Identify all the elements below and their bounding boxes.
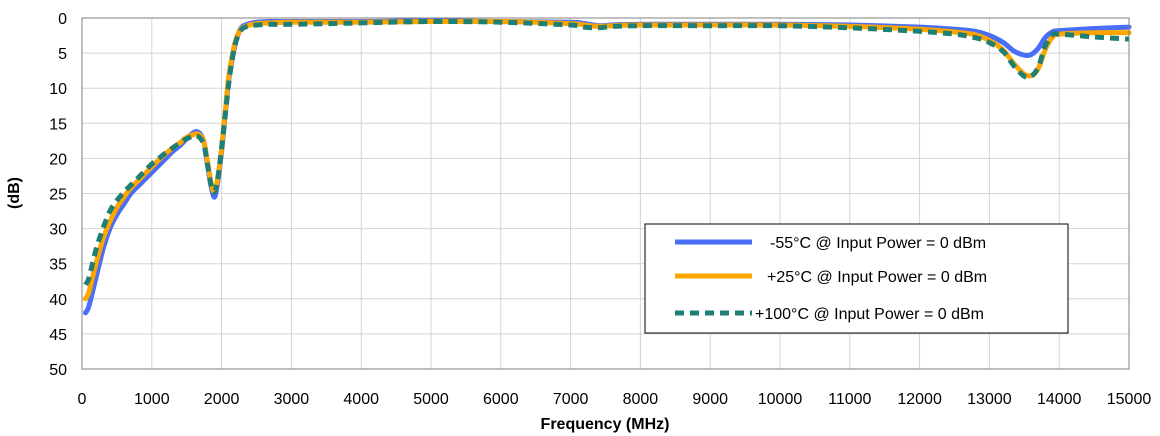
y-tick-label: 45 — [49, 327, 67, 344]
x-tick-label: 4000 — [343, 391, 379, 408]
y-tick-label: 20 — [49, 151, 67, 168]
y-tick-label: 5 — [58, 46, 67, 63]
legend-label-series-3: +100°C @ Input Power = 0 dBm — [755, 306, 984, 323]
x-tick-label: 15000 — [1107, 391, 1152, 408]
x-tick-label: 14000 — [1037, 391, 1082, 408]
legend-label-series-2: +25°C @ Input Power = 0 dBm — [767, 269, 987, 286]
x-tick-label: 12000 — [897, 391, 942, 408]
y-tick-label: 30 — [49, 222, 67, 239]
x-tick-label: 11000 — [828, 391, 871, 408]
x-tick-label: 3000 — [274, 391, 310, 408]
x-tick-label: 8000 — [623, 391, 659, 408]
x-axis-title: Frequency (MHz) — [541, 416, 670, 433]
x-tick-label: 0 — [78, 391, 87, 408]
x-tick-label: 5000 — [413, 391, 449, 408]
y-tick-label: 25 — [49, 187, 67, 204]
y-tick-label: 40 — [49, 292, 67, 309]
x-tick-label: 2000 — [204, 391, 240, 408]
y-tick-label: 0 — [58, 11, 67, 28]
y-tick-label: 50 — [49, 362, 67, 379]
y-tick-label: 10 — [49, 81, 67, 98]
x-tick-label: 10000 — [758, 391, 803, 408]
x-tick-label: 7000 — [553, 391, 589, 408]
y-tick-labels: 0 5 10 15 20 25 30 35 40 45 50 — [49, 11, 67, 379]
legend-label-series-1: -55°C @ Input Power = 0 dBm — [770, 235, 986, 252]
x-tick-label: 1000 — [134, 391, 170, 408]
x-tick-labels: 0 1000 2000 3000 4000 5000 6000 7000 8000 9000 100… — [78, 391, 1152, 408]
x-tick-label: 9000 — [692, 391, 728, 408]
series-line-3 — [83, 18, 1130, 287]
plot-series — [83, 18, 1132, 316]
y-axis-title: (dB) — [6, 177, 23, 209]
plot-frame — [81, 17, 1130, 370]
x-tick-label: 13000 — [967, 391, 1012, 408]
y-tick-label: 15 — [49, 116, 67, 133]
y-tick-label: 35 — [49, 257, 67, 274]
x-tick-label: 6000 — [483, 391, 519, 408]
legend: -55°C @ Input Power = 0 dBm +25°C @ Inpu… — [644, 223, 1069, 334]
